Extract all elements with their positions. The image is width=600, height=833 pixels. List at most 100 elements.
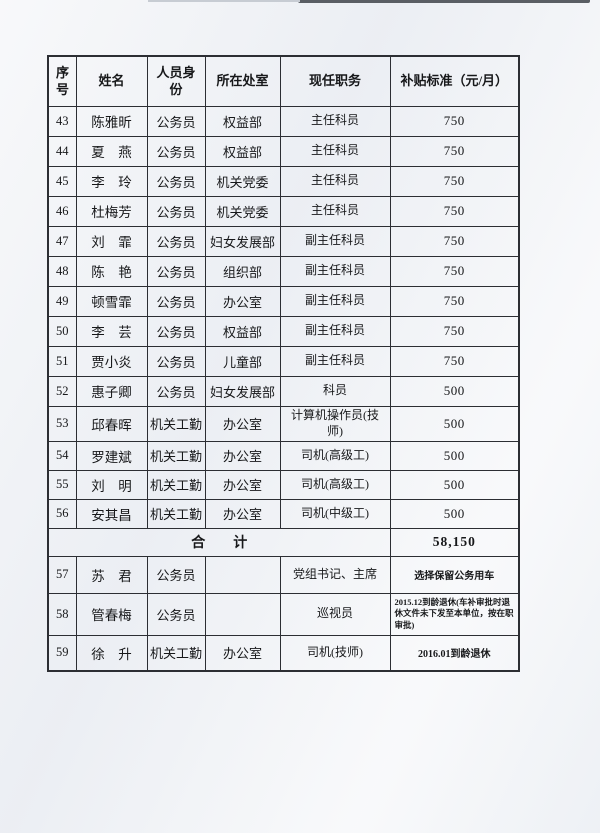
department-cell: 权益部 [204, 135, 281, 167]
department-cell [204, 592, 281, 636]
subsidy-cell: 500 [389, 498, 520, 529]
department-cell: 办公室 [204, 440, 281, 471]
department-cell: 妇女发展部 [204, 375, 281, 407]
table-row: 52 惠子卿 公务员 妇女发展部 科员 500 [47, 375, 520, 407]
department-cell [204, 555, 281, 594]
name-cell: 夏 燕 [75, 135, 148, 167]
header-serial: 序号 [47, 55, 77, 107]
subsidy-cell: 750 [389, 195, 520, 227]
serial-cell: 44 [47, 135, 77, 167]
name-cell: 贾小炎 [75, 345, 148, 377]
position-cell: 副主任科员 [279, 345, 391, 377]
position-cell: 司机(技师) [279, 634, 391, 672]
table-row: 58 管春梅 公务员 巡视员 2015.12到龄退休(车补审批时退休文件未下发至… [47, 592, 520, 636]
subsidy-cell: 750 [389, 285, 520, 317]
scanner-edge-artifact-faint [148, 0, 300, 2]
serial-cell: 45 [47, 165, 77, 197]
subsidy-cell: 750 [389, 165, 520, 197]
identity-cell: 机关工勤 [146, 440, 206, 471]
identity-cell: 公务员 [146, 285, 206, 317]
identity-cell: 机关工勤 [146, 405, 206, 442]
header-row: 序号 姓名 人员身份 所在处室 现任职务 补贴标准（元/月） [47, 55, 520, 107]
name-cell: 李 芸 [75, 315, 148, 347]
header-subsidy-standard: 补贴标准（元/月） [389, 55, 520, 107]
total-row: 合 计 58,150 [47, 527, 520, 557]
serial-cell: 59 [47, 634, 77, 672]
department-cell: 权益部 [204, 105, 281, 137]
subsidy-cell: 500 [389, 405, 520, 442]
subsidy-note-cell: 选择保留公务用车 [389, 555, 520, 594]
header-position: 现任职务 [279, 55, 391, 107]
table-body: 43 陈雅昕 公务员 权益部 主任科员 750 44 夏 燕 公务员 权益部 主… [47, 105, 520, 672]
serial-cell: 55 [47, 469, 77, 500]
header-department: 所在处室 [204, 55, 281, 107]
serial-cell: 46 [47, 195, 77, 227]
table-row: 49 顿雪霏 公务员 办公室 副主任科员 750 [47, 285, 520, 317]
serial-cell: 48 [47, 255, 77, 287]
subsidy-cell: 750 [389, 135, 520, 167]
serial-cell: 47 [47, 225, 77, 257]
position-cell: 副主任科员 [279, 255, 391, 287]
serial-cell: 54 [47, 440, 77, 471]
serial-cell: 57 [47, 555, 77, 594]
header-name: 姓名 [75, 55, 148, 107]
table-row: 46 杜梅芳 公务员 机关党委 主任科员 750 [47, 195, 520, 227]
position-cell: 主任科员 [279, 105, 391, 137]
serial-cell: 43 [47, 105, 77, 137]
identity-cell: 机关工勤 [146, 498, 206, 529]
department-cell: 办公室 [204, 285, 281, 317]
identity-cell: 公务员 [146, 105, 206, 137]
name-cell: 管春梅 [75, 592, 148, 636]
serial-cell: 49 [47, 285, 77, 317]
total-label-cell: 合 计 [47, 527, 391, 557]
total-value-cell: 58,150 [389, 527, 520, 557]
position-cell: 司机(高级工) [279, 440, 391, 471]
department-cell: 办公室 [204, 405, 281, 442]
name-cell: 惠子卿 [75, 375, 148, 407]
table-row: 50 李 芸 公务员 权益部 副主任科员 750 [47, 315, 520, 347]
identity-cell: 公务员 [146, 555, 206, 594]
position-cell: 计算机操作员(技师) [279, 405, 391, 442]
position-cell: 副主任科员 [279, 315, 391, 347]
position-cell: 主任科员 [279, 165, 391, 197]
serial-cell: 52 [47, 375, 77, 407]
position-cell: 党组书记、主席 [279, 555, 391, 594]
position-cell: 副主任科员 [279, 225, 391, 257]
department-cell: 办公室 [204, 634, 281, 672]
identity-cell: 公务员 [146, 255, 206, 287]
name-cell: 刘 明 [75, 469, 148, 500]
subsidy-cell: 750 [389, 225, 520, 257]
name-cell: 安其昌 [75, 498, 148, 529]
name-cell: 杜梅芳 [75, 195, 148, 227]
position-cell: 副主任科员 [279, 285, 391, 317]
name-cell: 邱春晖 [75, 405, 148, 442]
position-cell: 主任科员 [279, 135, 391, 167]
position-cell: 主任科员 [279, 195, 391, 227]
department-cell: 办公室 [204, 469, 281, 500]
department-cell: 权益部 [204, 315, 281, 347]
subsidy-note-cell: 2015.12到龄退休(车补审批时退休文件未下发至本单位，按在职审批) [389, 592, 520, 636]
scanner-edge-artifact [298, 0, 590, 3]
department-cell: 儿童部 [204, 345, 281, 377]
department-cell: 妇女发展部 [204, 225, 281, 257]
name-cell: 李 玲 [75, 165, 148, 197]
name-cell: 罗建斌 [75, 440, 148, 471]
subsidy-cell: 750 [389, 255, 520, 287]
name-cell: 顿雪霏 [75, 285, 148, 317]
subsidy-cell: 500 [389, 375, 520, 407]
table-row: 43 陈雅昕 公务员 权益部 主任科员 750 [47, 105, 520, 137]
name-cell: 徐 升 [75, 634, 148, 672]
serial-cell: 58 [47, 592, 77, 636]
table-row: 51 贾小炎 公务员 儿童部 副主任科员 750 [47, 345, 520, 377]
identity-cell: 机关工勤 [146, 634, 206, 672]
subsidy-cell: 750 [389, 315, 520, 347]
serial-cell: 53 [47, 405, 77, 442]
table-row: 57 苏 君 公务员 党组书记、主席 选择保留公务用车 [47, 555, 520, 594]
identity-cell: 公务员 [146, 345, 206, 377]
table-row: 55 刘 明 机关工勤 办公室 司机(高级工) 500 [47, 469, 520, 500]
identity-cell: 公务员 [146, 195, 206, 227]
position-cell: 巡视员 [279, 592, 391, 636]
table-row: 56 安其昌 机关工勤 办公室 司机(中级工) 500 [47, 498, 520, 529]
table-row: 54 罗建斌 机关工勤 办公室 司机(高级工) 500 [47, 440, 520, 471]
table-row: 45 李 玲 公务员 机关党委 主任科员 750 [47, 165, 520, 197]
